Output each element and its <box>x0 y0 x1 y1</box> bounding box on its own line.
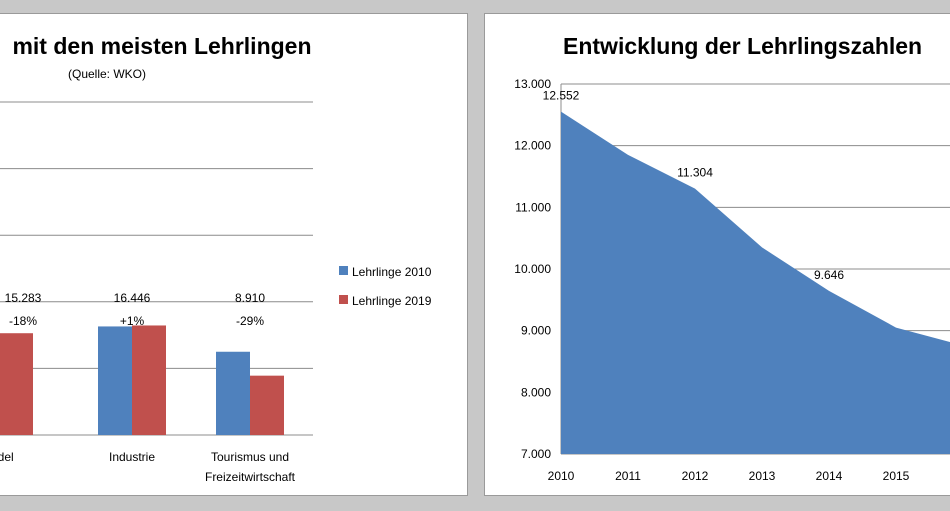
legend-label-0: Lehrlinge 2010 <box>352 265 432 279</box>
annotation-change-0: -18% <box>9 314 37 328</box>
category-label-0: andel <box>0 450 14 464</box>
annotation-change-2: -29% <box>236 314 264 328</box>
legend-swatch-1 <box>339 295 348 304</box>
right-chart-panel: Entwicklung der Lehrlingszahlen 13.000 12… <box>484 13 950 496</box>
y-tick-label-6: 7.000 <box>521 447 551 461</box>
bar-2010-2 <box>216 351 250 435</box>
annotation-value-2: 8.910 <box>235 291 265 305</box>
category-label-2: Tourismus und Freizeitwirtschaft <box>205 450 296 484</box>
bar-chart: mit den meisten Lehrlingen (Quelle: WKO)… <box>0 33 432 484</box>
y-tick-label-4: 9.000 <box>521 324 551 338</box>
data-label-0: 12.552 <box>543 89 580 103</box>
x-tick-label-0: 2010 <box>548 469 575 483</box>
bar-2010-1 <box>98 326 132 435</box>
left-chart-panel: mit den meisten Lehrlingen (Quelle: WKO)… <box>0 13 468 496</box>
annotation-value-1: 16.446 <box>114 291 151 305</box>
x-tick-label-4: 2014 <box>816 469 843 483</box>
annotation-value-0: 15.283 <box>5 291 42 305</box>
bar-2019-2 <box>250 375 284 435</box>
category-label-1: Industrie <box>109 450 155 464</box>
legend-swatch-0 <box>339 266 348 275</box>
bar-2019-1 <box>132 325 166 435</box>
annotation-change-1: +1% <box>120 314 145 328</box>
area-series <box>561 111 950 454</box>
chart-title: mit den meisten Lehrlingen <box>12 33 311 59</box>
data-label-1: 11.304 <box>677 166 713 180</box>
x-tick-label-5: 2015 <box>883 469 910 483</box>
x-tick-label-2: 2012 <box>682 469 709 483</box>
x-tick-label-3: 2013 <box>749 469 776 483</box>
x-tick-label-1: 2011 <box>615 469 641 483</box>
y-tick-label-3: 10.000 <box>514 262 551 276</box>
bar-2019-0 <box>0 333 33 435</box>
chart-subtitle: (Quelle: WKO) <box>68 67 146 81</box>
legend-label-1: Lehrlinge 2019 <box>352 294 432 308</box>
y-tick-label-2: 11.000 <box>515 200 551 214</box>
data-label-2: 9.646 <box>814 268 844 282</box>
y-tick-label-0: 13.000 <box>514 77 551 91</box>
y-tick-label-5: 8.000 <box>521 385 551 399</box>
area-chart: Entwicklung der Lehrlingszahlen 13.00012… <box>514 33 950 483</box>
chart-title: Entwicklung der Lehrlingszahlen <box>563 33 922 59</box>
y-tick-label-1: 12.000 <box>514 139 551 153</box>
